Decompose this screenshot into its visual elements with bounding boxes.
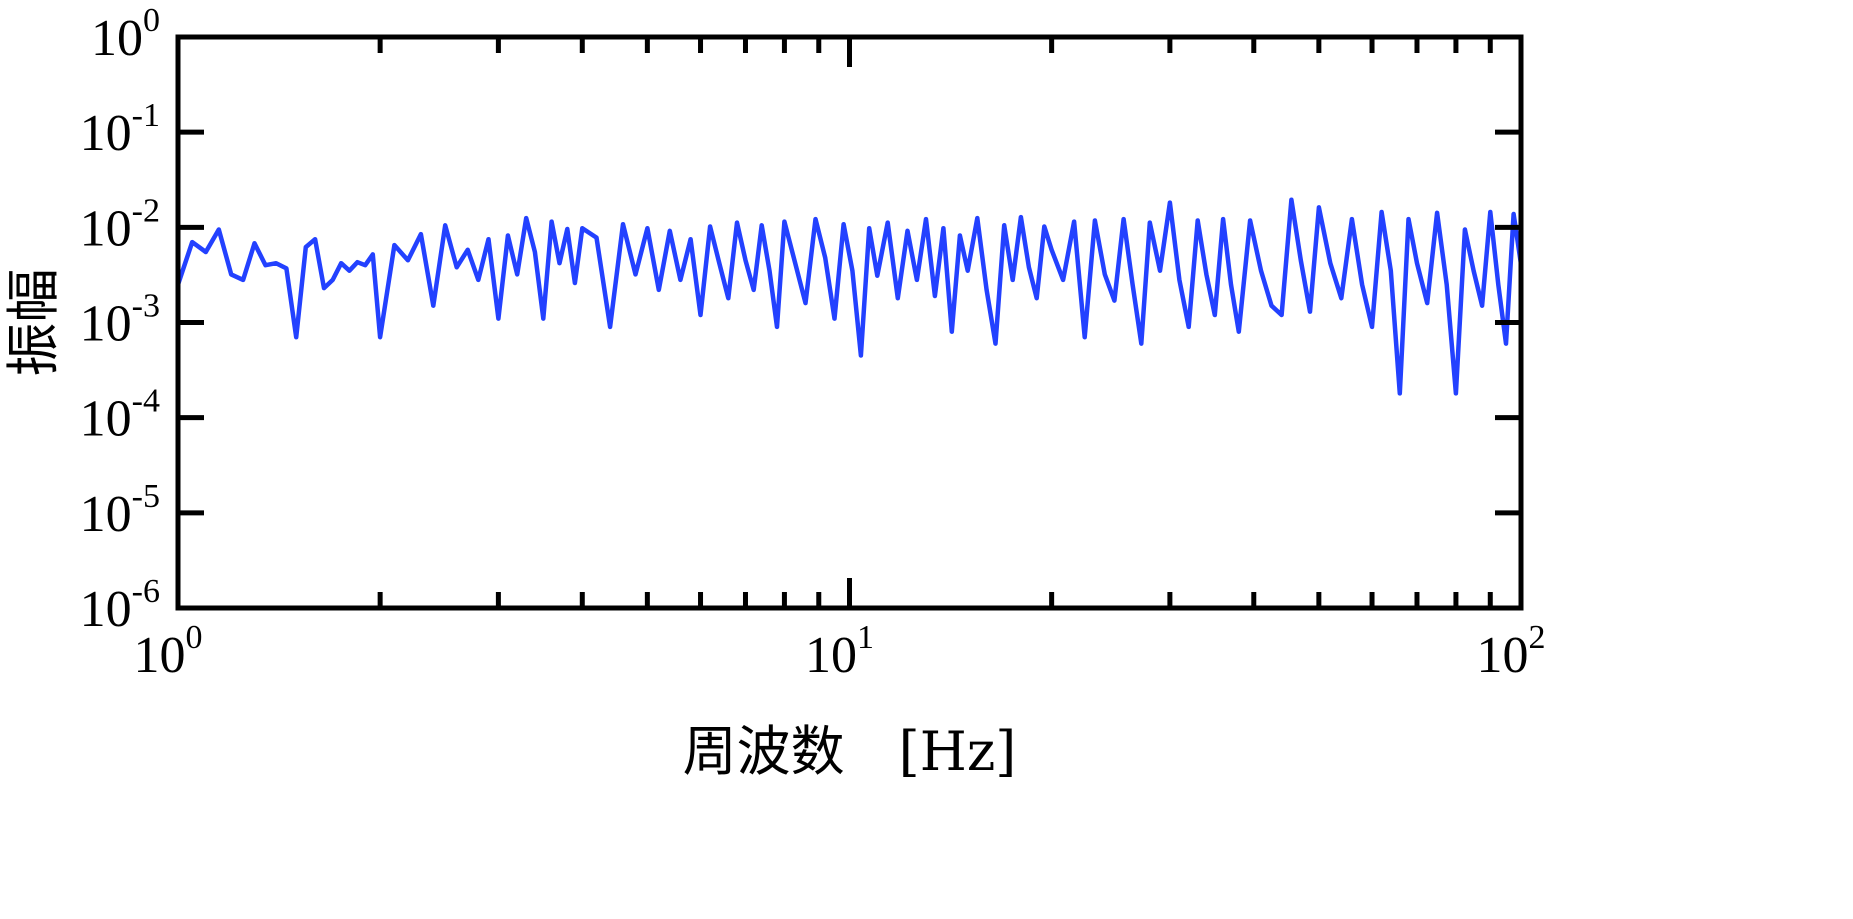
series-line-0 — [175, 197, 1524, 396]
tick-marks — [175, 34, 1524, 611]
y-tick-label: 100 — [91, 2, 160, 67]
x-tick-label: 100 — [134, 619, 203, 684]
x-axis-label: 周波数 [Hz] — [683, 720, 1017, 783]
x-tick-label: 102 — [1477, 619, 1546, 684]
y-tick-label: 10-2 — [80, 192, 160, 257]
y-tick-label: 10-4 — [80, 383, 160, 448]
x-tick-label: 101 — [805, 619, 874, 684]
y-tick-label: 10-1 — [80, 97, 160, 162]
y-tick-label: 10-5 — [80, 478, 160, 543]
y-axis-label: 振幅 — [2, 269, 65, 377]
y-tick-label: 10-6 — [80, 573, 160, 638]
y-tick-label: 10-3 — [80, 288, 160, 353]
series-line-group — [175, 197, 1524, 396]
